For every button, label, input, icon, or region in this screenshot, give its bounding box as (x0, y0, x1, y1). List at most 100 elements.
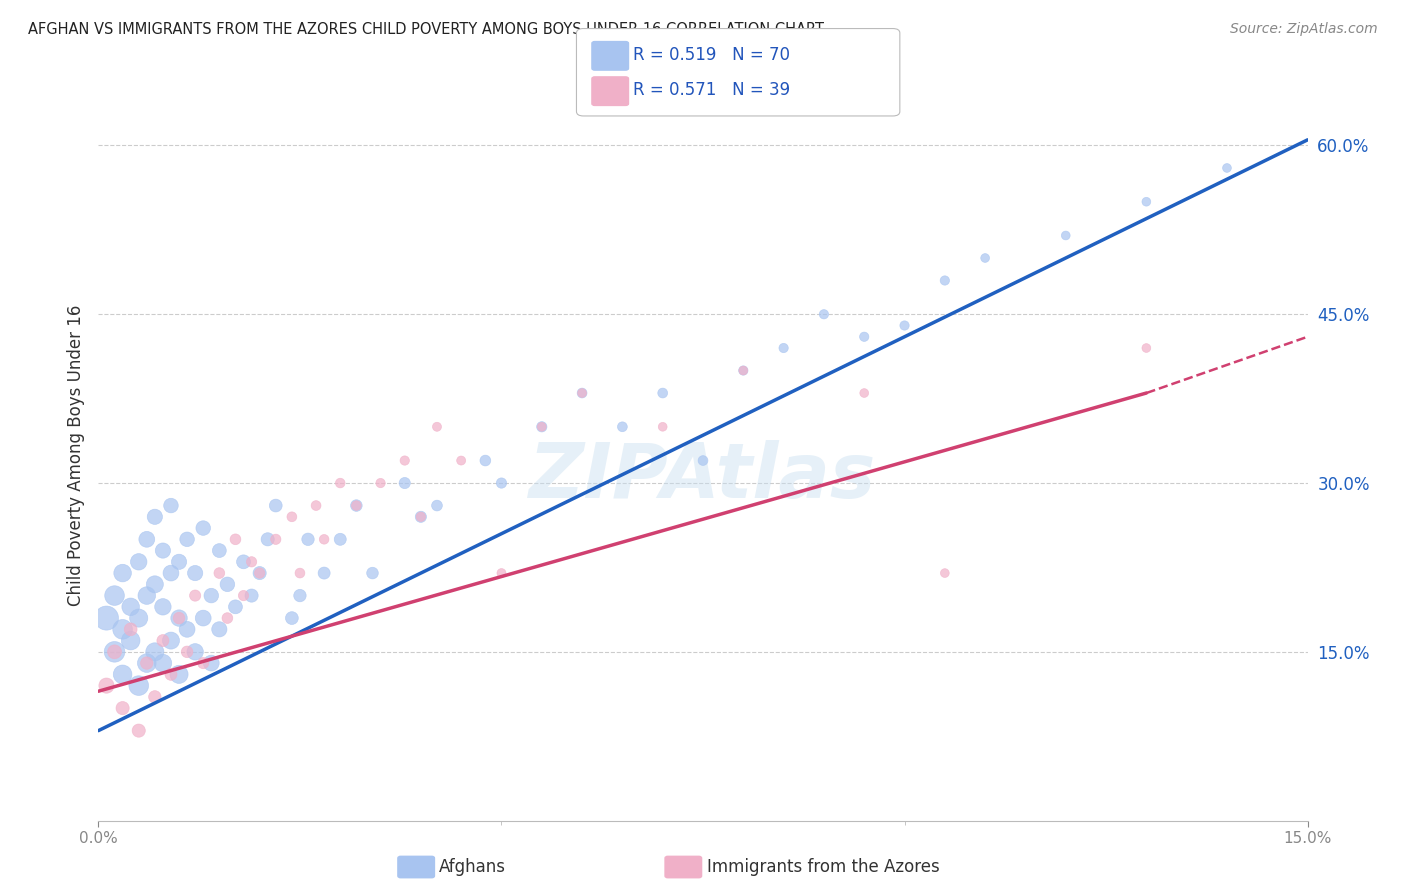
Point (160, 499, 183, 513)
Point (426, 499, 449, 513)
Point (103, 589, 125, 603)
Point (120, 599, 142, 614)
Point (530, 419, 553, 434)
Point (853, 386, 876, 401)
Point (184, 589, 207, 603)
Point (103, 645, 125, 659)
Point (651, 419, 673, 434)
Text: R = 0.519   N = 70: R = 0.519 N = 70 (633, 46, 790, 64)
Text: AFGHAN VS IMMIGRANTS FROM THE AZORES CHILD POVERTY AMONG BOYS UNDER 16 CORRELATI: AFGHAN VS IMMIGRANTS FROM THE AZORES CHI… (28, 22, 824, 37)
Point (249, 566, 271, 580)
Point (571, 386, 593, 401)
Point (143, 509, 166, 524)
Point (200, 589, 222, 603)
Point (224, 599, 246, 614)
Point (193, 656, 215, 670)
Point (128, 611, 150, 625)
Point (394, 476, 416, 491)
Text: Immigrants from the Azores: Immigrants from the Azores (707, 858, 941, 876)
Point (160, 566, 183, 580)
Point (224, 533, 246, 547)
Point (193, 521, 215, 535)
Point (571, 386, 593, 401)
Point (160, 633, 183, 648)
Point (176, 645, 198, 659)
Point (281, 509, 304, 524)
Point (474, 453, 496, 467)
Point (103, 645, 125, 659)
Point (176, 623, 198, 637)
Point (612, 419, 634, 434)
Point (143, 645, 166, 659)
Point (733, 363, 755, 377)
Point (217, 577, 239, 591)
Point (1054, 228, 1077, 243)
Point (128, 679, 150, 693)
Point (111, 623, 134, 637)
Point (135, 533, 157, 547)
Point (651, 386, 673, 401)
Point (450, 453, 472, 467)
Point (208, 566, 231, 580)
Point (344, 499, 367, 513)
Point (152, 543, 174, 558)
Point (974, 251, 997, 265)
Point (1216, 161, 1239, 175)
Point (934, 273, 956, 287)
Point (135, 656, 157, 670)
Point (314, 566, 336, 580)
Point (167, 611, 190, 625)
Point (184, 566, 207, 580)
Point (256, 533, 278, 547)
Point (733, 363, 755, 377)
Point (305, 499, 328, 513)
Point (240, 555, 263, 569)
Point (120, 623, 142, 637)
Point (893, 318, 915, 333)
Point (135, 656, 157, 670)
Point (344, 499, 367, 513)
Point (491, 476, 513, 491)
Point (120, 633, 142, 648)
Y-axis label: Child Poverty Among Boys Under 16: Child Poverty Among Boys Under 16 (66, 304, 84, 606)
Point (329, 476, 352, 491)
Text: Afghans: Afghans (439, 858, 506, 876)
Point (167, 667, 190, 681)
Point (370, 476, 392, 491)
Point (143, 577, 166, 591)
Point (232, 589, 254, 603)
Point (143, 690, 166, 704)
Point (152, 633, 174, 648)
Point (128, 555, 150, 569)
Point (426, 419, 449, 434)
Point (96, 611, 118, 625)
Point (152, 599, 174, 614)
Point (361, 566, 384, 580)
Point (111, 667, 134, 681)
Point (934, 566, 956, 580)
Point (264, 499, 287, 513)
Point (692, 453, 714, 467)
Point (193, 611, 215, 625)
Text: Source: ZipAtlas.com: Source: ZipAtlas.com (1230, 22, 1378, 37)
Text: R = 0.571   N = 39: R = 0.571 N = 39 (633, 81, 790, 99)
Point (281, 611, 304, 625)
Point (96, 679, 118, 693)
Point (111, 566, 134, 580)
Point (297, 533, 319, 547)
Point (288, 589, 311, 603)
Point (409, 509, 432, 524)
Point (409, 509, 432, 524)
Point (128, 723, 150, 738)
Text: ZIPAtlas: ZIPAtlas (529, 440, 877, 514)
Point (264, 533, 287, 547)
Point (200, 656, 222, 670)
Point (217, 611, 239, 625)
Point (167, 555, 190, 569)
Point (176, 533, 198, 547)
Point (249, 566, 271, 580)
Point (1135, 194, 1157, 209)
Point (530, 419, 553, 434)
Point (111, 701, 134, 715)
Point (853, 330, 876, 344)
